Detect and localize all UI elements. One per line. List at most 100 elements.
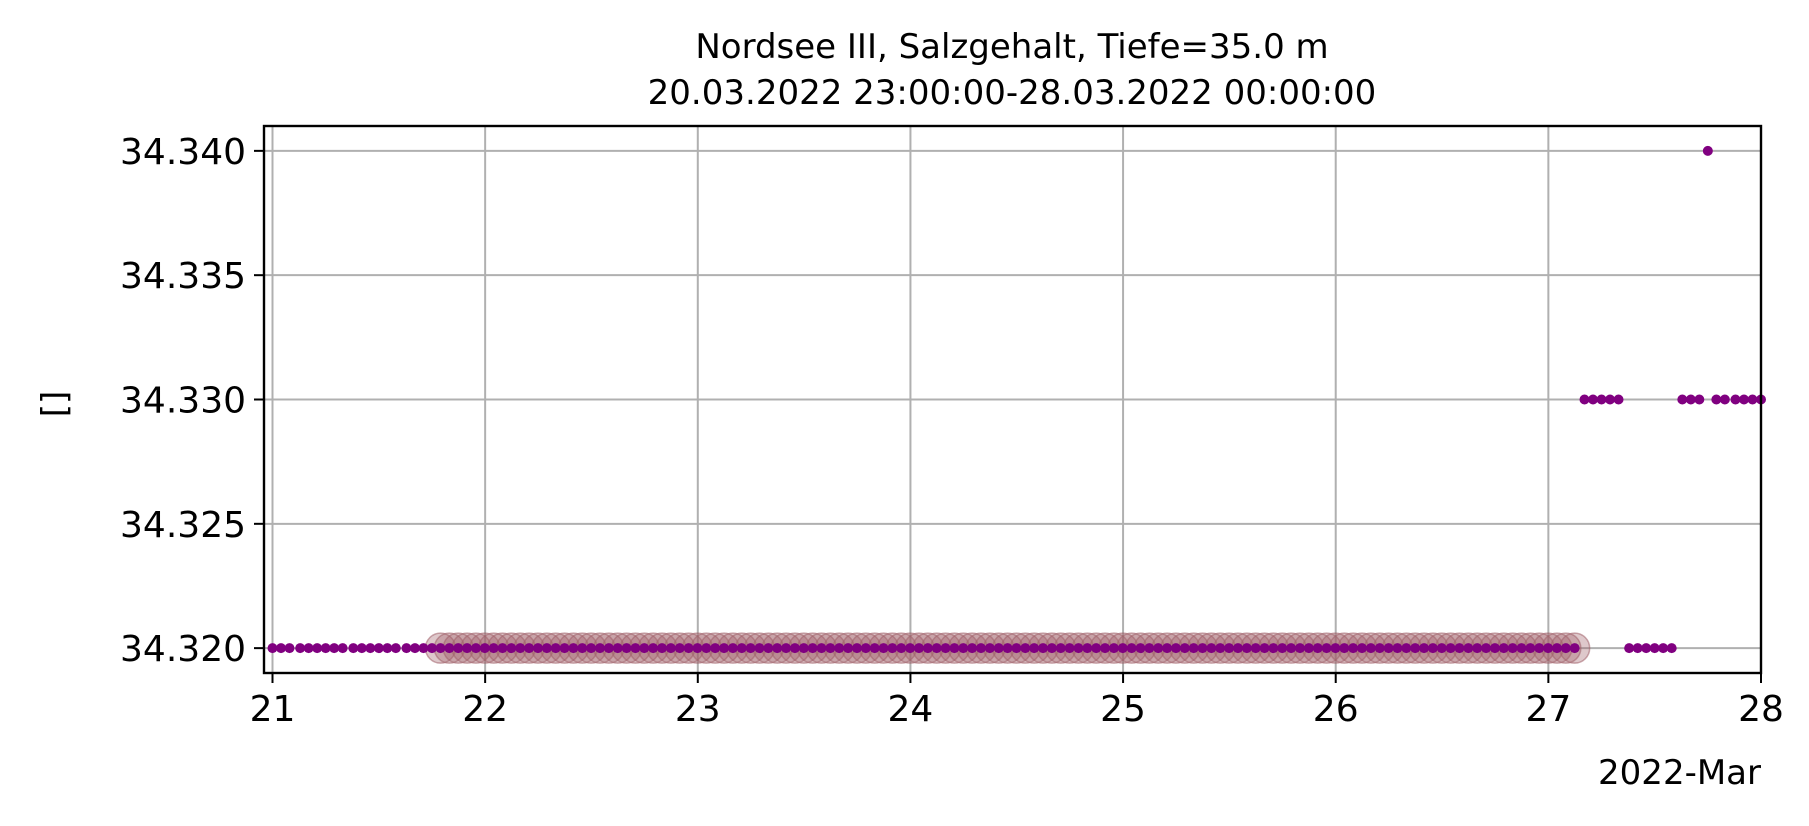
flagged-point — [1294, 643, 1305, 654]
x-axis-label: 2022-Mar — [1598, 753, 1761, 793]
flagged-point — [1516, 643, 1527, 654]
data-point — [373, 643, 384, 654]
flagged-point — [470, 643, 481, 654]
flagged-point — [586, 643, 597, 654]
flagged-point — [851, 643, 862, 654]
data-point — [365, 643, 376, 654]
flagged-point — [834, 643, 845, 654]
x-tick-label: 21 — [250, 689, 296, 730]
data-point — [1685, 394, 1696, 405]
flagged-point — [887, 643, 898, 654]
data-point — [320, 643, 331, 654]
flagged-point — [1082, 643, 1093, 654]
flagged-point — [1357, 643, 1368, 654]
flagged-point — [1170, 643, 1181, 654]
y-tick-label: 34.340 — [120, 132, 246, 173]
data-point — [1624, 643, 1635, 654]
y-tick-label: 34.335 — [120, 256, 246, 297]
flagged-point — [816, 643, 827, 654]
flagged-point — [1117, 643, 1128, 654]
flagged-point — [1046, 643, 1057, 654]
y-axis-label: [] — [35, 391, 75, 418]
flagged-point — [1038, 643, 1049, 654]
x-tick-label: 28 — [1738, 689, 1784, 730]
data-point — [401, 643, 412, 654]
flagged-point — [479, 643, 490, 654]
flagged-point — [612, 643, 623, 654]
flagged-point — [701, 643, 712, 654]
data-point — [276, 643, 287, 654]
data-point — [348, 643, 359, 654]
flagged-point — [462, 643, 473, 654]
flagged-point — [710, 643, 721, 654]
flagged-point — [1534, 643, 1545, 654]
flagged-point — [1410, 643, 1421, 654]
chart-title: Nordsee III, Salzgehalt, Tiefe=35.0 m — [695, 27, 1328, 67]
flagged-point — [931, 643, 942, 654]
flagged-point — [453, 643, 464, 654]
data-point — [329, 643, 340, 654]
flagged-point — [577, 643, 588, 654]
data-point — [390, 643, 401, 654]
flagged-point — [1224, 643, 1235, 654]
flagged-point — [1303, 643, 1314, 654]
data-point — [1579, 394, 1590, 405]
flagged-point — [913, 643, 924, 654]
x-tick-label: 24 — [888, 689, 934, 730]
flagged-point — [993, 643, 1004, 654]
axis-ticks: 21 22 23 24 25 26 27 28 34.320 34.325 34.330 34.335… — [120, 132, 1784, 730]
data-point — [1694, 394, 1705, 405]
flagged-point — [1002, 643, 1013, 654]
flagged-point — [976, 643, 987, 654]
flagged-point — [807, 643, 818, 654]
flagged-point — [1312, 643, 1323, 654]
flagged-point — [1126, 643, 1137, 654]
flagged-point — [488, 643, 499, 654]
flagged-point — [1277, 643, 1288, 654]
flagged-point — [1091, 643, 1102, 654]
data-point — [1719, 394, 1730, 405]
flagged-point — [1445, 643, 1456, 654]
flagged-point — [949, 643, 960, 654]
data-point — [409, 643, 420, 654]
data-point — [1605, 394, 1616, 405]
data-point — [1747, 394, 1758, 405]
flagged-point — [789, 643, 800, 654]
flagged-point — [1055, 643, 1066, 654]
flagged-point — [843, 643, 854, 654]
flagged-point — [1108, 643, 1119, 654]
chart-subtitle: 20.03.2022 23:00:00-28.03.2022 00:00:00 — [648, 73, 1377, 113]
flagged-point — [1259, 643, 1270, 654]
flagged-point — [1321, 643, 1332, 654]
flagged-point — [922, 643, 933, 654]
flagged-point — [1374, 643, 1385, 654]
flagged-point — [1064, 643, 1075, 654]
flagged-point — [657, 643, 668, 654]
flagged-point — [532, 643, 543, 654]
flagged-point — [1419, 643, 1430, 654]
flagged-point — [1551, 643, 1562, 654]
flagged-point — [524, 643, 535, 654]
x-tick-label: 26 — [1313, 689, 1359, 730]
flagged-point — [1392, 643, 1403, 654]
flagged-point — [683, 643, 694, 654]
data-point — [295, 643, 306, 654]
flagged-point — [1543, 643, 1554, 654]
flagged-point — [754, 643, 765, 654]
flagged-point — [1560, 643, 1571, 654]
flagged-point — [1020, 643, 1031, 654]
data-point — [1730, 394, 1741, 405]
flagged-point — [506, 643, 517, 654]
flagged-point — [1011, 643, 1022, 654]
flagged-point — [1179, 643, 1190, 654]
flagged-point — [798, 643, 809, 654]
data-point — [356, 643, 367, 654]
flagged-point — [1250, 643, 1261, 654]
flagged-point — [1197, 643, 1208, 654]
data-point — [1658, 643, 1669, 654]
flagged-point — [692, 643, 703, 654]
data-point — [1641, 643, 1652, 654]
flagged-point — [781, 643, 792, 654]
flagged-point — [1330, 643, 1341, 654]
